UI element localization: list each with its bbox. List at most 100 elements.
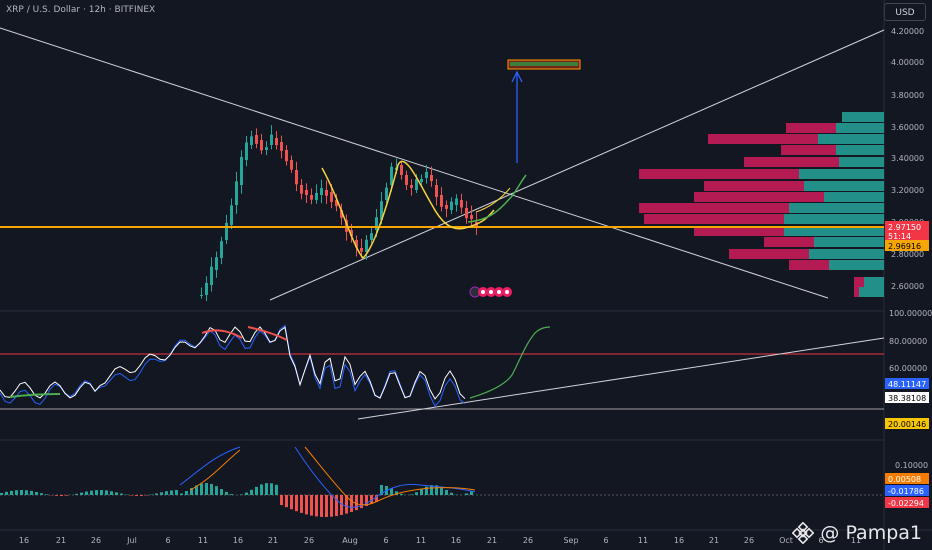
time-tick-label: 16 bbox=[451, 536, 461, 545]
price-tick-label: 2.80000 bbox=[891, 250, 924, 259]
macd-histogram-bar bbox=[25, 490, 28, 495]
volume-profile-down-bar bbox=[786, 123, 836, 133]
macd-histogram-bar bbox=[320, 495, 323, 517]
time-axis[interactable]: 16 21 26 Jul 6 11 16 21 26 Aug 6 11 16 21 26 Sep 6 11 16 21… bbox=[19, 536, 861, 545]
macd-histogram-bar bbox=[85, 491, 88, 495]
candle-body bbox=[355, 240, 358, 248]
volume-profile-down-bar bbox=[694, 192, 824, 202]
price-axis[interactable]: 4.20000 4.00000 3.80000 3.60000 3.40000 3.200… bbox=[891, 27, 924, 291]
candle-body bbox=[465, 208, 468, 219]
candle-body bbox=[330, 192, 333, 202]
price-tick-label: 3.60000 bbox=[891, 123, 924, 132]
macd-histogram-bar bbox=[300, 495, 303, 513]
macd-histogram-bar bbox=[315, 495, 318, 517]
macd-histogram-bar bbox=[170, 490, 173, 495]
macd-histogram-bar bbox=[275, 484, 278, 495]
macd-histogram-bar bbox=[185, 491, 188, 495]
candle-body bbox=[400, 165, 403, 175]
volume-profile-down-bar bbox=[781, 145, 836, 155]
volume-profile bbox=[639, 112, 884, 297]
macd-histogram-bar bbox=[105, 490, 108, 495]
rsi-tick-label: 100.00000 bbox=[889, 309, 932, 318]
watermark: @ Pampa1 bbox=[792, 522, 922, 544]
pattern-curve[interactable] bbox=[321, 160, 495, 260]
time-tick-label: 6 bbox=[603, 536, 608, 545]
macd-histogram-bar bbox=[240, 494, 243, 495]
rsi-line bbox=[0, 326, 466, 400]
macd-histogram bbox=[0, 483, 473, 517]
volume-profile-up-bar bbox=[818, 134, 884, 144]
volume-profile-down-bar bbox=[729, 249, 809, 259]
macd-histogram-bar bbox=[270, 483, 273, 495]
rsi-projection[interactable] bbox=[469, 326, 551, 399]
symbol-title[interactable]: XRP / U.S. Dollar · 12h · BITFINEX bbox=[6, 5, 156, 15]
candle-body bbox=[340, 210, 343, 218]
macd-histogram-bar bbox=[265, 483, 268, 495]
macd-histogram-bar bbox=[165, 491, 168, 495]
ascending-trendline[interactable] bbox=[269, 29, 885, 301]
candle-body bbox=[290, 160, 293, 170]
binance-logo-icon bbox=[792, 522, 815, 544]
time-tick-label: 21 bbox=[268, 536, 278, 545]
macd-histogram-bar bbox=[160, 492, 163, 495]
macd-histogram-bar bbox=[445, 489, 448, 495]
macd-histogram-bar bbox=[80, 492, 83, 495]
rsi-divergence-top bbox=[201, 329, 243, 339]
macd-histogram-bar bbox=[45, 494, 48, 495]
volume-profile-up-bar bbox=[829, 260, 884, 270]
macd-histogram-bar bbox=[205, 483, 208, 495]
macd-histogram-bar bbox=[250, 489, 253, 495]
macd-histogram-bar bbox=[230, 494, 233, 495]
macd-histogram-bar bbox=[365, 495, 368, 506]
macd-histogram-bar bbox=[465, 493, 468, 495]
volume-profile-down-bar bbox=[704, 181, 804, 191]
candle-body bbox=[250, 136, 253, 145]
volume-profile-up-bar bbox=[824, 192, 884, 202]
macd-histogram-bar bbox=[180, 493, 183, 495]
rsi-tick-label: 80.00000 bbox=[889, 337, 927, 346]
candle-body bbox=[385, 187, 388, 200]
macd-histogram-bar bbox=[375, 495, 378, 502]
rsi-trendline[interactable] bbox=[357, 337, 885, 420]
projection-path-alt[interactable] bbox=[475, 187, 511, 213]
candle-body bbox=[455, 198, 458, 205]
price-badge-label: 51:14 bbox=[888, 232, 911, 241]
rsi-axis[interactable]: 100.00000 80.00000 60.00000 bbox=[889, 309, 932, 373]
candle-body bbox=[410, 185, 413, 188]
macd-histogram-bar bbox=[415, 492, 418, 495]
price-tick-label: 3.40000 bbox=[891, 154, 924, 163]
time-tick-label: 11 bbox=[198, 536, 208, 545]
macd-histogram-bar bbox=[360, 495, 363, 509]
candle-body bbox=[365, 239, 368, 252]
time-tick-label: Jul bbox=[126, 536, 137, 545]
macd-histogram-bar bbox=[370, 495, 373, 504]
volume-profile-down-bar bbox=[639, 169, 799, 179]
candle-body bbox=[450, 201, 453, 210]
macd-histogram-bar bbox=[390, 488, 393, 495]
volume-profile-down-bar bbox=[639, 203, 789, 213]
descending-trendline[interactable] bbox=[0, 27, 829, 299]
macd-histogram-bar bbox=[310, 495, 313, 516]
macd-histogram-bar bbox=[355, 495, 358, 511]
projection-path[interactable] bbox=[467, 174, 527, 223]
macd-histogram-bar bbox=[195, 485, 198, 495]
macd-histogram-bar bbox=[450, 492, 453, 495]
time-tick-label: 21 bbox=[56, 536, 66, 545]
macd-histogram-bar bbox=[220, 489, 223, 495]
watermark-text: @ Pampa1 bbox=[820, 522, 922, 544]
event-flags-icon[interactable] bbox=[469, 286, 512, 298]
macd-histogram-bar bbox=[435, 485, 438, 495]
candle-body bbox=[390, 166, 393, 185]
candle-body bbox=[325, 190, 328, 196]
volume-profile-up-bar bbox=[859, 287, 884, 297]
macd-axis[interactable]: 0.10000 bbox=[895, 461, 928, 470]
candle-body bbox=[475, 222, 478, 228]
macd-histogram-bar bbox=[5, 491, 8, 495]
macd-histogram-bar bbox=[410, 494, 413, 495]
candle-body bbox=[225, 222, 228, 240]
candle-body bbox=[375, 217, 378, 230]
macd-histogram-bar bbox=[60, 495, 63, 496]
rsi-divergence-top-2 bbox=[247, 326, 288, 341]
